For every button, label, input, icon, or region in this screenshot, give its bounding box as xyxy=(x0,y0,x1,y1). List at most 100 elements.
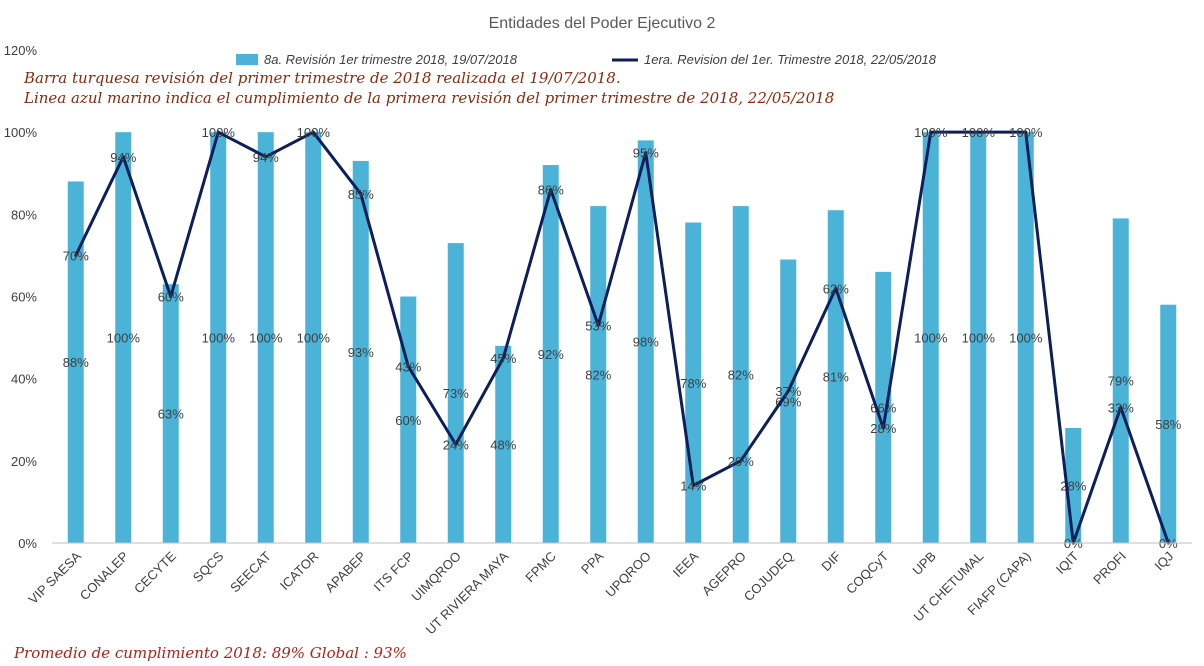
bar-data-label: 78% xyxy=(680,376,706,391)
bar xyxy=(922,132,939,543)
line-data-label: 70% xyxy=(63,248,89,263)
bar-data-label: 93% xyxy=(348,345,374,360)
legend: 8a. Revisión 1er trimestre 2018, 19/07/2… xyxy=(236,52,937,67)
bar-data-label: 63% xyxy=(158,407,184,422)
x-tick-label: ITS FCP xyxy=(371,549,417,595)
bar-data-label: 100% xyxy=(107,331,141,346)
bar xyxy=(115,132,132,543)
bar-data-label: 92% xyxy=(538,347,564,362)
bar xyxy=(732,206,749,543)
bar-data-label: 100% xyxy=(249,331,283,346)
y-tick-label: 120% xyxy=(4,43,38,58)
y-tick-label: 60% xyxy=(11,290,37,305)
bar-data-label: 82% xyxy=(728,368,754,383)
line-point xyxy=(121,155,125,159)
x-tick-label: FPMC xyxy=(522,549,559,586)
y-axis: 0% 20% 40% 60% 80% 100% 120% xyxy=(4,43,38,551)
bar xyxy=(1160,304,1177,543)
line-point xyxy=(976,130,980,134)
line-data-label: 45% xyxy=(490,351,516,366)
line-point xyxy=(454,442,458,446)
legend-bar-swatch xyxy=(236,54,258,65)
line-data-label: 24% xyxy=(443,437,469,452)
x-tick-label: IQJ xyxy=(1151,549,1176,574)
legend-bar-label: 8a. Revisión 1er trimestre 2018, 19/07/2… xyxy=(264,52,518,67)
line-point xyxy=(549,188,553,192)
x-tick-label: COJUDEQ xyxy=(741,549,797,605)
x-tick-label: IEEA xyxy=(670,548,702,580)
bar xyxy=(400,296,417,543)
line-data-label: 100% xyxy=(962,125,996,140)
bar xyxy=(1112,218,1129,544)
line-point xyxy=(74,253,78,257)
line-point xyxy=(1119,405,1123,409)
line-point xyxy=(359,192,363,196)
line-data-label: 62% xyxy=(823,281,849,296)
line-point xyxy=(786,389,790,393)
bar-data-label: 81% xyxy=(823,370,849,385)
bar xyxy=(495,345,512,543)
x-tick-label: PROFI xyxy=(1090,549,1129,588)
line-point xyxy=(216,130,220,134)
bar-data-label: 100% xyxy=(202,331,236,346)
line-path xyxy=(74,130,1170,545)
bar xyxy=(875,271,892,543)
line-point xyxy=(169,295,173,298)
x-tick-label: UPB xyxy=(909,549,939,579)
y-tick-label: 20% xyxy=(11,454,37,469)
line-point xyxy=(596,323,600,327)
line-data-label: 100% xyxy=(914,125,948,140)
line-point xyxy=(929,130,933,134)
x-tick-label: IQIT xyxy=(1053,548,1082,577)
line-data-label: 28% xyxy=(870,421,896,436)
bar-data-label: 100% xyxy=(962,331,996,346)
line-point xyxy=(1024,130,1028,134)
line-data-label: 14% xyxy=(680,478,706,493)
line-data-label: 94% xyxy=(110,150,136,165)
y-tick-label: 100% xyxy=(4,125,38,140)
bar-labels: 88% 100% 63% 100% 100% 100% 93% 60% 73% 48% 92% 82%… xyxy=(63,331,1182,494)
bar-data-label: 100% xyxy=(1009,331,1043,346)
bar xyxy=(590,206,607,543)
bar xyxy=(780,259,797,543)
chart-title: Entidades del Poder Ejecutivo 2 xyxy=(489,15,716,32)
line-point xyxy=(311,130,315,134)
legend-line-label: 1era. Revision del 1er. Trimestre 2018, … xyxy=(644,52,937,67)
bar xyxy=(352,160,369,544)
bar-data-label: 100% xyxy=(914,331,948,346)
y-tick-label: 80% xyxy=(11,207,37,222)
x-tick-label: CONALEP xyxy=(77,549,132,604)
line-data-label: 95% xyxy=(633,146,659,161)
line-point xyxy=(501,356,505,360)
bar-data-label: 88% xyxy=(63,355,89,370)
line-data-label: 100% xyxy=(1009,125,1043,140)
line-data-label: 94% xyxy=(253,150,279,165)
y-tick-label: 40% xyxy=(11,372,37,387)
line-series xyxy=(74,130,1170,545)
line-data-label: 85% xyxy=(348,187,374,202)
bar xyxy=(1017,132,1034,543)
bar xyxy=(447,243,464,543)
bar xyxy=(970,132,987,543)
x-tick-label: VIP SAESA xyxy=(25,548,84,607)
x-tick-label: SEECAT xyxy=(227,548,274,595)
x-tick-label: DIF xyxy=(818,548,843,573)
y-tick-label: 0% xyxy=(18,536,37,551)
line-point xyxy=(881,426,885,430)
line-data-label: 20% xyxy=(728,454,754,469)
bar-data-label: 79% xyxy=(1108,374,1134,389)
line-data-label: 37% xyxy=(775,384,801,399)
bar xyxy=(637,140,654,543)
line-data-label: 86% xyxy=(538,183,564,198)
bar-data-label: 28% xyxy=(1060,478,1086,493)
line-data-label: 33% xyxy=(1108,400,1134,415)
bar xyxy=(67,181,84,543)
bar-data-label: 60% xyxy=(395,413,421,428)
line-point xyxy=(691,483,695,487)
x-tick-label: COQCyT xyxy=(843,548,891,596)
x-tick-label: APABEP xyxy=(322,549,369,596)
note-line-1: Barra turquesa revisión del primer trime… xyxy=(24,69,621,87)
x-tick-label: ICATOR xyxy=(277,549,321,593)
bar-data-label: 100% xyxy=(297,331,331,346)
